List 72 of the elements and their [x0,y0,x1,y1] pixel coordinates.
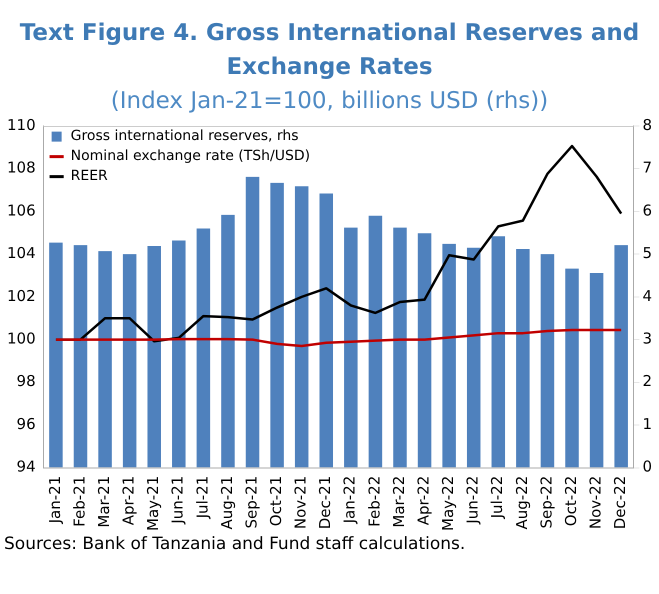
bar [516,249,530,468]
x-tick-label: Nov-22 [586,476,604,530]
y2-tick-label: 1 [642,414,652,433]
x-tick-label: May-21 [144,476,162,532]
bar [565,268,579,468]
x-tick-label: Oct-21 [266,476,285,526]
bar [368,216,382,468]
y2-tick-label: 3 [642,329,652,348]
y2-tick-label: 4 [642,286,652,305]
x-tick-label: Jul-21 [193,476,212,520]
y-tick-label: 106 [6,201,36,220]
x-tick-label: Sep-22 [537,476,556,529]
bar [590,272,604,468]
chart-title: Text Figure 4. Gross International Reserves and Exchange Rates [18,19,640,82]
bar [418,233,432,468]
x-tick-label: Dec-21 [316,476,334,530]
y-tick-label: 98 [16,372,36,390]
y2-tick-label: 0 [642,458,652,476]
x-tick-label: Mar-22 [390,476,408,528]
legend-label: Nominal exchange rate (TSh/USD) [70,148,310,164]
bar [393,228,407,468]
chart-subtitle: (Index Jan-21=100, billions USD (rhs)) [110,88,550,114]
y-tick-label: 96 [16,414,36,433]
y2-tick-label: 5 [642,244,652,262]
bar [614,245,628,468]
bar [246,176,260,468]
bar [122,254,136,468]
bar [270,182,284,468]
bar [98,251,112,468]
x-tick-label: May-22 [439,476,458,532]
x-tick-label: Mar-21 [94,476,113,528]
x-tick-label: Jun-21 [168,476,187,525]
bar [221,214,235,468]
bar [196,228,210,468]
bar [319,193,334,468]
x-tick-label: Jun-22 [464,476,482,525]
bar [172,240,186,468]
y-tick-label: 100 [6,329,36,348]
x-tick-label: Dec-22 [611,476,630,530]
bar [147,246,161,468]
x-tick-label: Jan-22 [340,476,359,524]
bar [74,245,88,468]
y2-tick-label: 7 [642,158,652,177]
x-tick-label: Jul-22 [488,476,506,520]
y2-tick-label: 2 [642,372,652,390]
y2-tick-label: 6 [642,201,652,220]
source-note: Sources: Bank of Tanzania and Fund staff calculations. [4,534,466,554]
legend-label: REER [70,168,108,184]
bar [492,236,506,468]
bar [49,242,63,468]
x-tick-label: Aug-21 [218,476,236,530]
bar [294,186,308,468]
y-tick-label: 110 [6,116,36,134]
y2-tick-label: 8 [642,116,652,134]
bar [344,228,358,468]
bar [442,244,456,468]
x-tick-label: Apr-22 [414,476,432,526]
x-tick-label: Nov-21 [292,476,310,530]
y-tick-label: 102 [6,286,36,305]
bar [466,248,480,468]
x-tick-label: Feb-22 [365,476,384,527]
y-tick-label: 104 [6,244,36,262]
legend-label: Gross international reserves, rhs [70,128,299,144]
x-tick-label: Jan-21 [46,476,64,524]
y-tick-label: 94 [16,458,36,476]
x-tick-label: Oct-22 [562,476,580,526]
x-tick-label: Apr-21 [120,476,138,526]
x-tick-label: Sep-21 [242,476,260,529]
y-tick-label: 108 [6,158,36,177]
x-tick-label: Feb-21 [70,476,88,527]
bar [540,254,554,468]
x-tick-label: Aug-22 [512,476,531,530]
